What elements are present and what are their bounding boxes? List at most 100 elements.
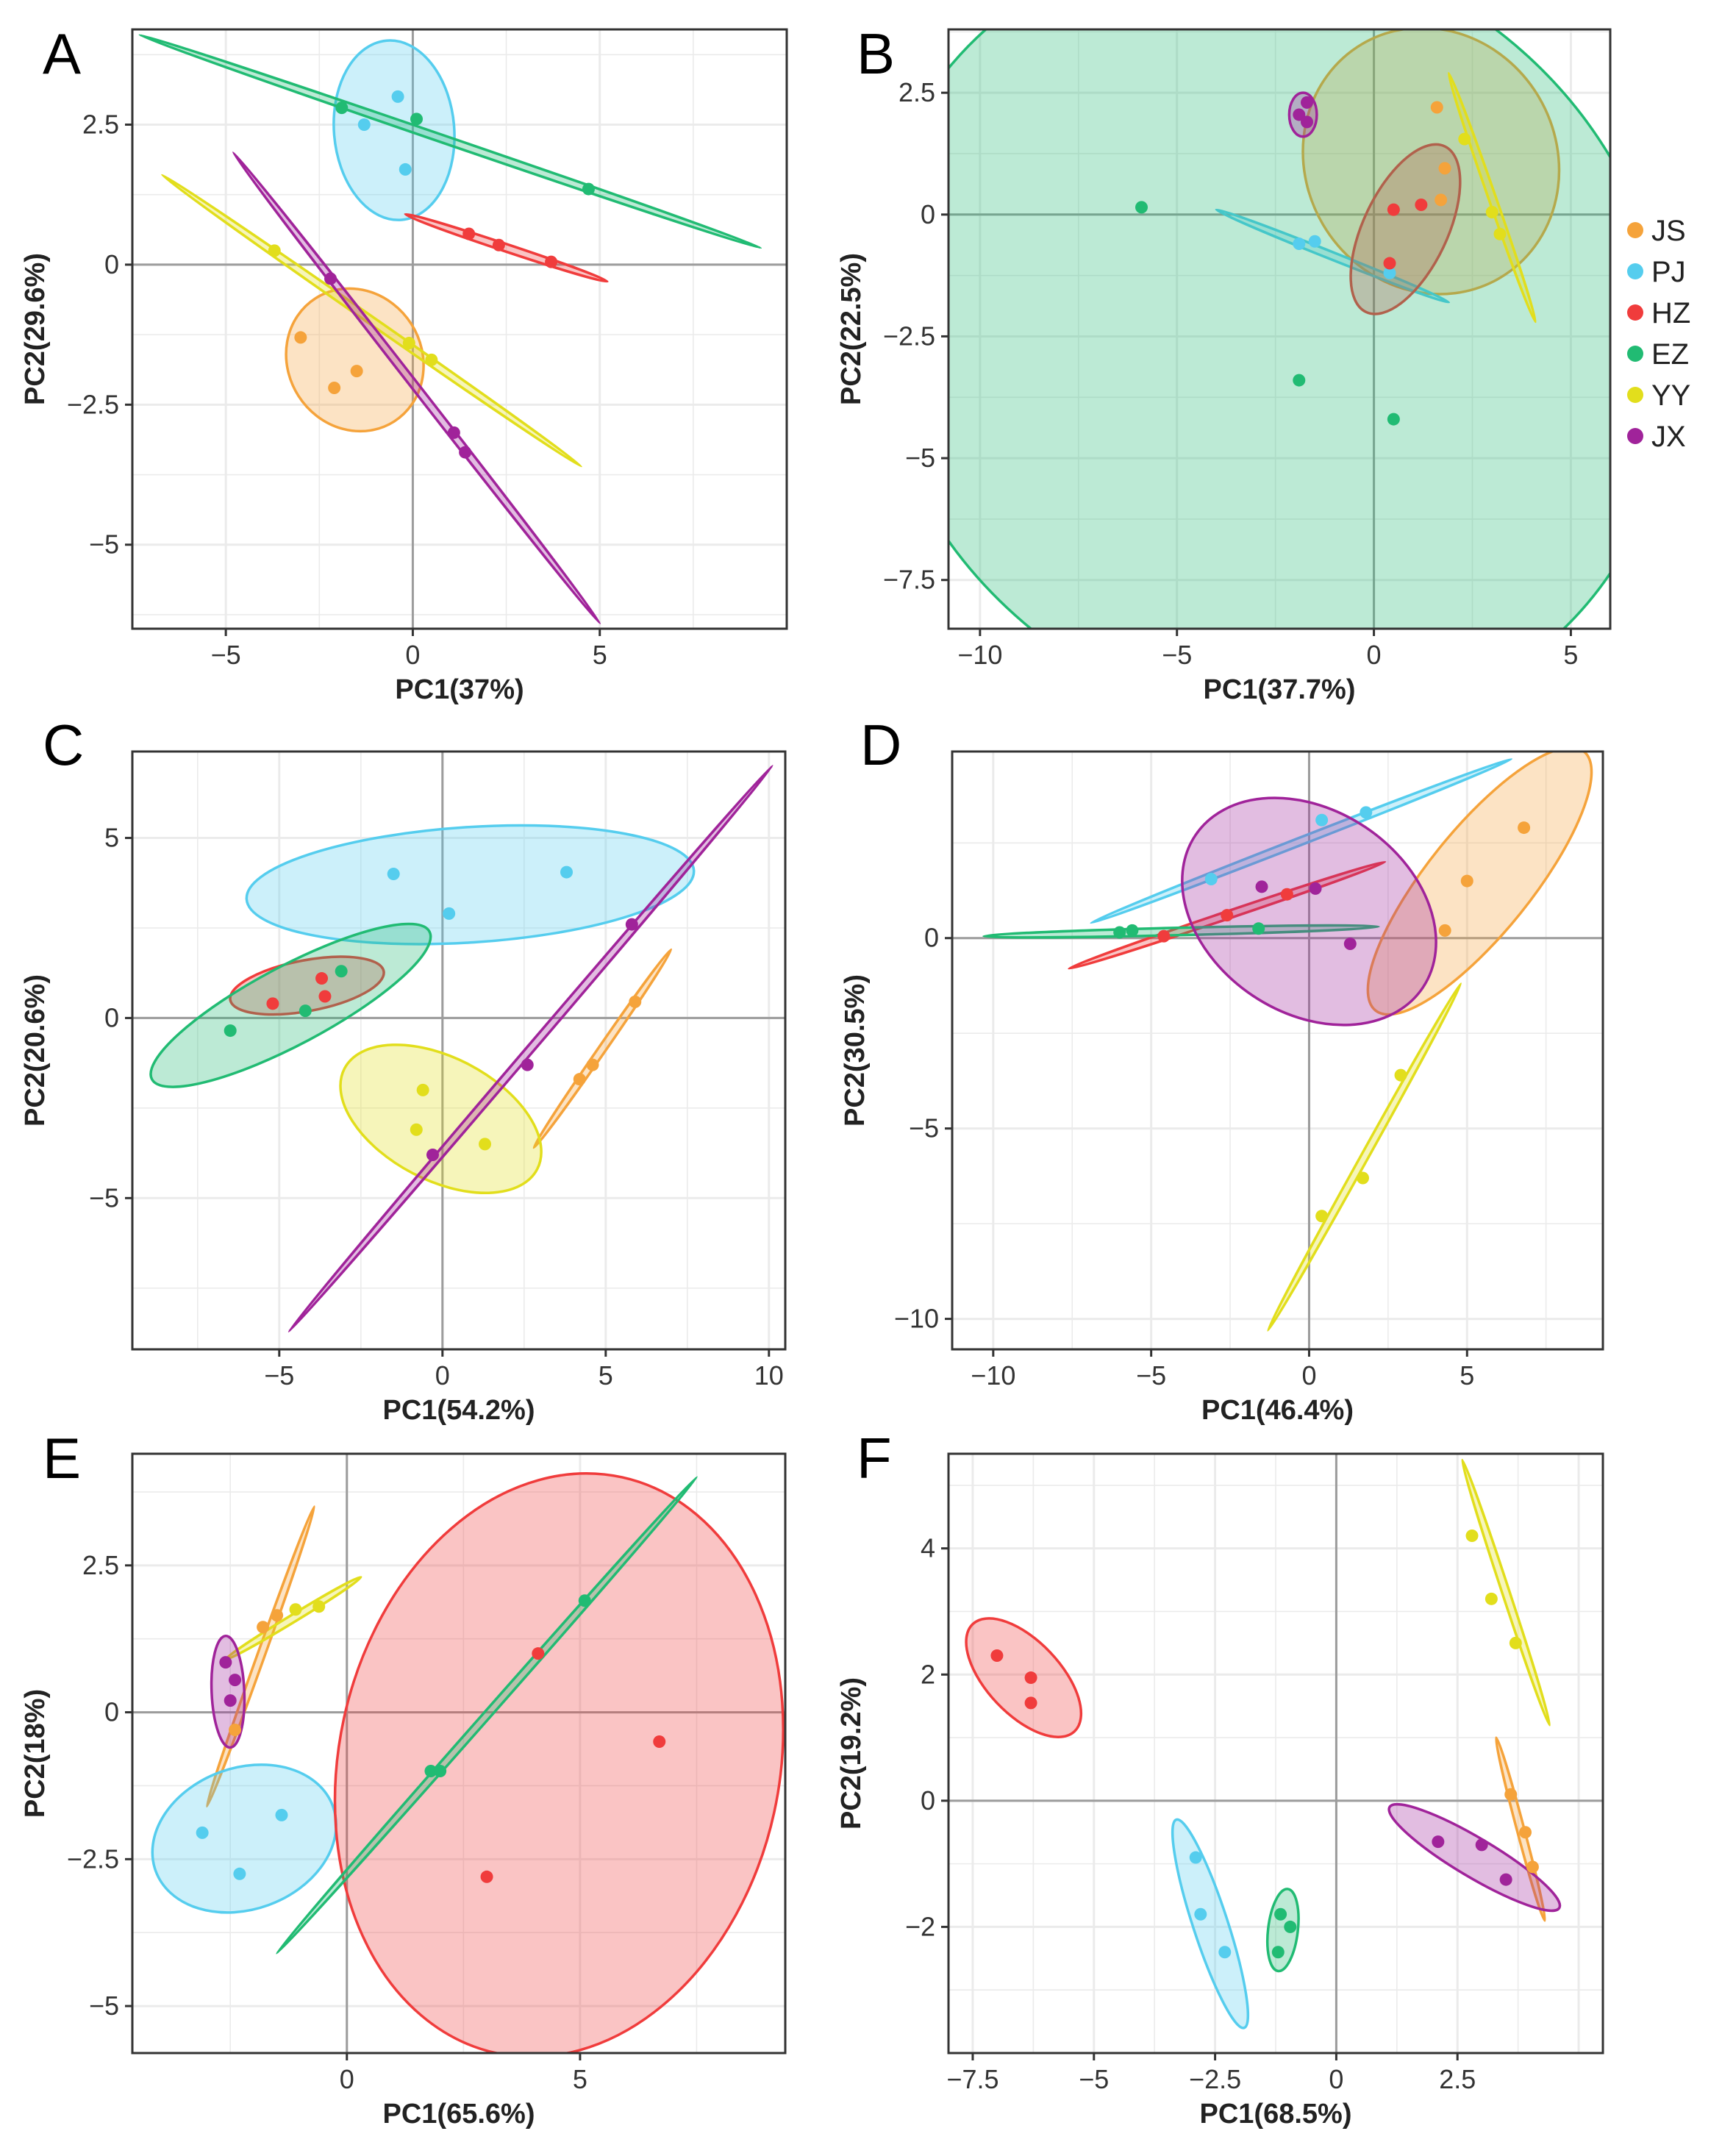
x-tick-label: −10 <box>971 1360 1015 1391</box>
point-pj <box>399 163 412 176</box>
point-yy <box>289 1603 302 1616</box>
point-pj <box>1189 1851 1202 1864</box>
ellipse-pj <box>1171 1818 1250 2030</box>
panel-a: A −5 0 5 2.5 0 −2.5 −5 PC1(37%) PC2(29.6%) <box>20 21 788 705</box>
plot-background <box>952 752 1603 1349</box>
ellipse-jx <box>232 151 601 625</box>
y-tick-label: 5 <box>104 823 119 853</box>
point-ez <box>410 113 424 126</box>
x-tick-label: 5 <box>1563 640 1578 670</box>
point-yy <box>1465 1529 1479 1543</box>
x-tick-label: 2.5 <box>1439 2064 1476 2094</box>
point-yy <box>1356 1171 1369 1185</box>
point-pj <box>443 907 456 920</box>
x-tick-label: 5 <box>573 2064 587 2094</box>
point-jx <box>447 426 460 439</box>
panel-letter: B <box>857 21 895 86</box>
point-js <box>229 1724 242 1737</box>
legend-label-hz: HZ <box>1651 297 1690 329</box>
point-yy <box>1509 1636 1522 1649</box>
y-axis-title: PC2(29.6%) <box>20 253 51 405</box>
y-axis-title: PC2(30.5%) <box>840 974 871 1127</box>
x-axis-title: PC1(54.2%) <box>383 1395 535 1426</box>
x-tick-label: 0 <box>340 2064 354 2094</box>
legend-swatch-hz <box>1627 304 1643 321</box>
y-tick-label: 0 <box>104 1002 119 1032</box>
panel-b: B −10 −5 0 5 2.5 0 −2.5 −5 −7.5 PC1(37.7%) PC2(22.5… <box>836 21 1612 705</box>
y-tick-label: −5 <box>89 529 119 560</box>
point-js <box>1526 1860 1539 1874</box>
y-tick-label: −5 <box>89 1182 119 1213</box>
point-yy <box>1315 1210 1329 1223</box>
point-hz <box>318 990 332 1003</box>
ellipse-pj <box>332 39 456 221</box>
point-ez <box>1126 924 1139 937</box>
legend-label-js: JS <box>1651 215 1686 247</box>
ellipse-ez <box>948 29 1610 629</box>
panel-f: F −7.5 −5 −2.5 0 2.5 4 2 0 −2 PC1(68.5%) PC2(19.2%) <box>836 1426 1604 2130</box>
point-ez <box>434 1764 447 1777</box>
point-jx <box>219 1656 232 1669</box>
panel-border <box>947 28 1612 630</box>
y-tick-label: −5 <box>909 1113 939 1143</box>
point-js <box>257 1621 270 1634</box>
point-pj <box>387 868 400 881</box>
point-pj <box>1204 872 1218 885</box>
legend: JS PJ HZ EZ YY JX <box>1627 215 1690 453</box>
point-jx <box>1432 1835 1445 1849</box>
point-ez <box>224 1024 237 1038</box>
ellipse-pj <box>245 824 696 946</box>
ellipse-jx <box>287 764 774 1333</box>
point-ez <box>335 101 349 115</box>
x-tick-label: 5 <box>599 1360 613 1391</box>
point-ez <box>582 182 595 196</box>
point-jx <box>324 272 337 285</box>
panel-letter: F <box>857 1426 892 1491</box>
ellipse-hz <box>1349 143 1462 315</box>
point-jx <box>521 1058 534 1071</box>
point-ez <box>424 1764 437 1777</box>
y-tick-label: −2.5 <box>883 321 935 351</box>
x-axis-title: PC1(65.6%) <box>383 2099 535 2130</box>
point-hz <box>480 1870 493 1883</box>
point-ez <box>1274 1907 1287 1921</box>
ellipse-hz <box>333 1472 785 2053</box>
x-tick-label: −5 <box>1136 1360 1166 1391</box>
point-hz <box>1024 1671 1037 1685</box>
legend-swatch-yy <box>1627 387 1643 403</box>
point-ez <box>1271 1946 1285 1959</box>
point-hz <box>1387 203 1400 216</box>
plot-background <box>132 29 787 629</box>
legend-swatch-js <box>1627 222 1643 238</box>
point-pj <box>1293 238 1306 251</box>
point-yy <box>402 337 415 350</box>
point-yy <box>425 353 438 366</box>
point-hz <box>1280 888 1293 901</box>
point-hz <box>462 227 476 240</box>
y-tick-label: −5 <box>89 1991 119 2021</box>
y-tick-label: −10 <box>894 1304 939 1334</box>
panel-letter: A <box>43 21 81 86</box>
point-pj <box>275 1808 288 1821</box>
point-yy <box>268 244 281 257</box>
ellipse-ez <box>149 922 432 1088</box>
point-pj <box>1194 1907 1207 1921</box>
point-ez <box>1387 413 1400 426</box>
y-tick-label: 2.5 <box>82 109 119 139</box>
point-js <box>350 365 363 378</box>
point-jx <box>459 446 472 459</box>
point-pj <box>233 1867 246 1880</box>
point-yy <box>1458 132 1471 146</box>
x-tick-label: −5 <box>1162 640 1192 670</box>
ellipse-pj <box>1090 757 1513 924</box>
plot-background <box>948 29 1610 629</box>
point-yy <box>1493 227 1507 240</box>
ellipse-jx <box>1181 796 1437 1027</box>
point-pj <box>196 1826 209 1839</box>
point-ez <box>299 1004 312 1018</box>
point-pj <box>1315 813 1329 827</box>
legend-label-jx: JX <box>1651 421 1686 453</box>
y-tick-label: 4 <box>921 1533 935 1563</box>
x-tick-label: 0 <box>1367 640 1382 670</box>
data-layer <box>965 1458 1562 2030</box>
